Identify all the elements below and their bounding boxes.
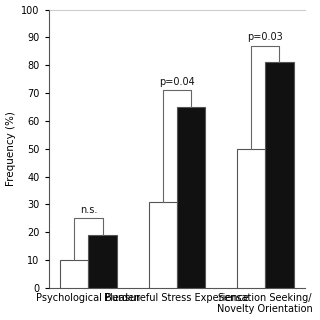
Y-axis label: Frequency (%): Frequency (%) [5, 111, 16, 186]
Text: n.s.: n.s. [80, 205, 97, 215]
Bar [265, 62, 293, 288]
Bar [177, 107, 205, 288]
Bar [237, 149, 265, 288]
Bar [60, 260, 88, 288]
Text: p=0.03: p=0.03 [247, 32, 283, 43]
Text: p=0.04: p=0.04 [159, 77, 195, 87]
Bar [148, 202, 177, 288]
Bar [88, 235, 117, 288]
